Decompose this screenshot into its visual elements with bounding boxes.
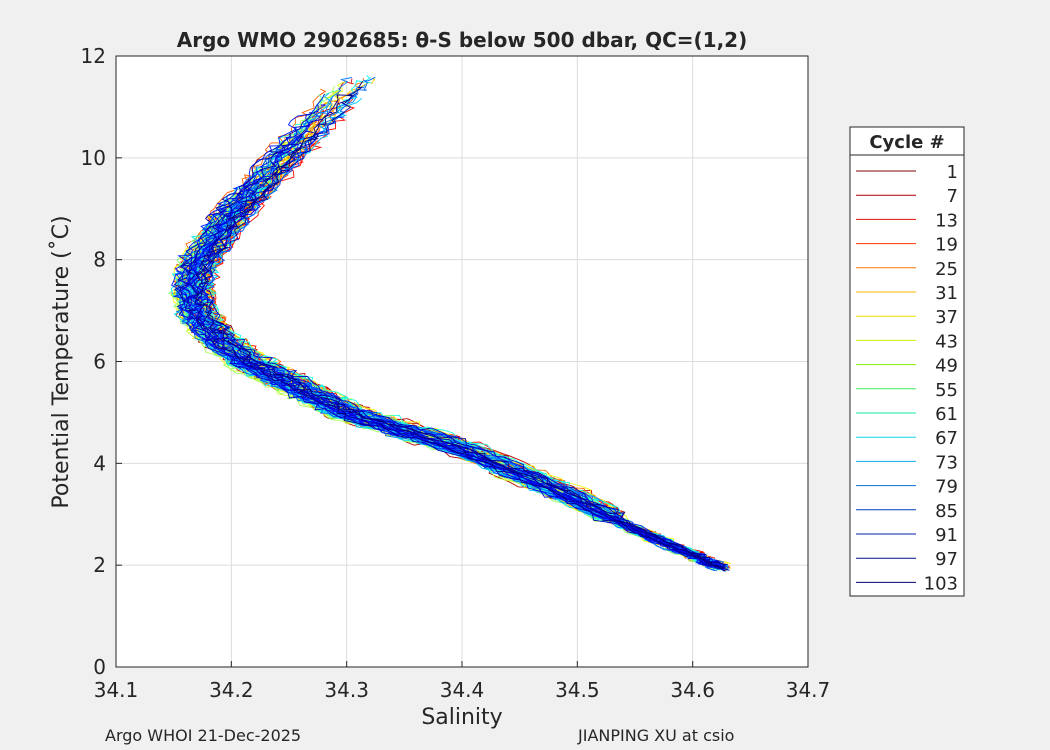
legend-label: 91 bbox=[935, 525, 958, 546]
legend-label: 19 bbox=[935, 235, 958, 256]
legend-label: 7 bbox=[947, 186, 958, 207]
series-line-cycle-103 bbox=[196, 135, 726, 570]
legend-title: Cycle # bbox=[869, 132, 944, 153]
x-tick-label: 34.3 bbox=[324, 678, 369, 702]
x-tick-label: 34.1 bbox=[94, 678, 139, 702]
y-axis-label: Potential Temperature (˚C) bbox=[49, 215, 74, 508]
legend: Cycle # 1 7 13 19 25 31 37 43 49 55 61 67 73 79 85 91 97… bbox=[849, 126, 965, 597]
legend-label: 31 bbox=[935, 283, 958, 304]
y-tick-label: 0 bbox=[93, 655, 106, 679]
legend-label: 97 bbox=[935, 549, 958, 570]
y-axis-ticks: 0 2 4 6 8 10 12 bbox=[81, 44, 122, 679]
legend-label: 61 bbox=[935, 404, 958, 425]
legend-label: 25 bbox=[935, 259, 958, 280]
legend-label: 13 bbox=[935, 210, 958, 231]
legend-entries: 1 7 13 19 25 31 37 43 49 55 61 67 73 79 85 91 97 103 bbox=[856, 162, 958, 594]
x-axis-label: Salinity bbox=[421, 705, 502, 730]
series-line-cycle-96 bbox=[201, 192, 726, 567]
series-line-cycle-85 bbox=[193, 190, 719, 566]
legend-label: 79 bbox=[935, 477, 958, 498]
legend-label: 37 bbox=[935, 307, 958, 328]
legend-box bbox=[849, 126, 965, 597]
y-tick-label: 12 bbox=[81, 44, 106, 68]
series-line-cycle-94 bbox=[186, 111, 726, 570]
y-tick-label: 10 bbox=[81, 146, 106, 170]
x-tick-label: 34.4 bbox=[440, 678, 485, 702]
legend-label: 67 bbox=[935, 428, 958, 449]
legend-label: 73 bbox=[935, 452, 958, 473]
legend-label: 103 bbox=[924, 573, 958, 594]
y-tick-label: 6 bbox=[93, 350, 106, 374]
series-line-cycle-88 bbox=[171, 93, 723, 569]
legend-label: 43 bbox=[935, 331, 958, 352]
x-tick-label: 34.5 bbox=[555, 678, 600, 702]
x-tick-label: 34.7 bbox=[786, 678, 831, 702]
y-tick-label: 4 bbox=[93, 451, 106, 475]
y-tick-label: 2 bbox=[93, 553, 106, 577]
series-layer bbox=[167, 75, 732, 572]
legend-label: 1 bbox=[947, 162, 958, 183]
x-tick-label: 34.2 bbox=[209, 678, 254, 702]
footer-left: Argo WHOI 21-Dec-2025 bbox=[105, 726, 301, 745]
footer-right: JIANPING XU at csio bbox=[577, 726, 734, 745]
legend-label: 55 bbox=[935, 380, 958, 401]
x-axis-ticks: 34.1 34.2 34.3 34.4 34.5 34.6 34.7 bbox=[94, 661, 831, 702]
legend-label: 49 bbox=[935, 356, 958, 377]
legend-label: 85 bbox=[935, 501, 958, 522]
x-tick-label: 34.6 bbox=[670, 678, 715, 702]
series-line-cycle-80 bbox=[174, 145, 720, 566]
chart-title: Argo WMO 2902685: θ-S below 500 dbar, QC… bbox=[177, 28, 747, 52]
series-line-cycle-98 bbox=[173, 112, 720, 567]
y-tick-label: 8 bbox=[93, 248, 106, 272]
series-line-cycle-102 bbox=[191, 81, 725, 572]
